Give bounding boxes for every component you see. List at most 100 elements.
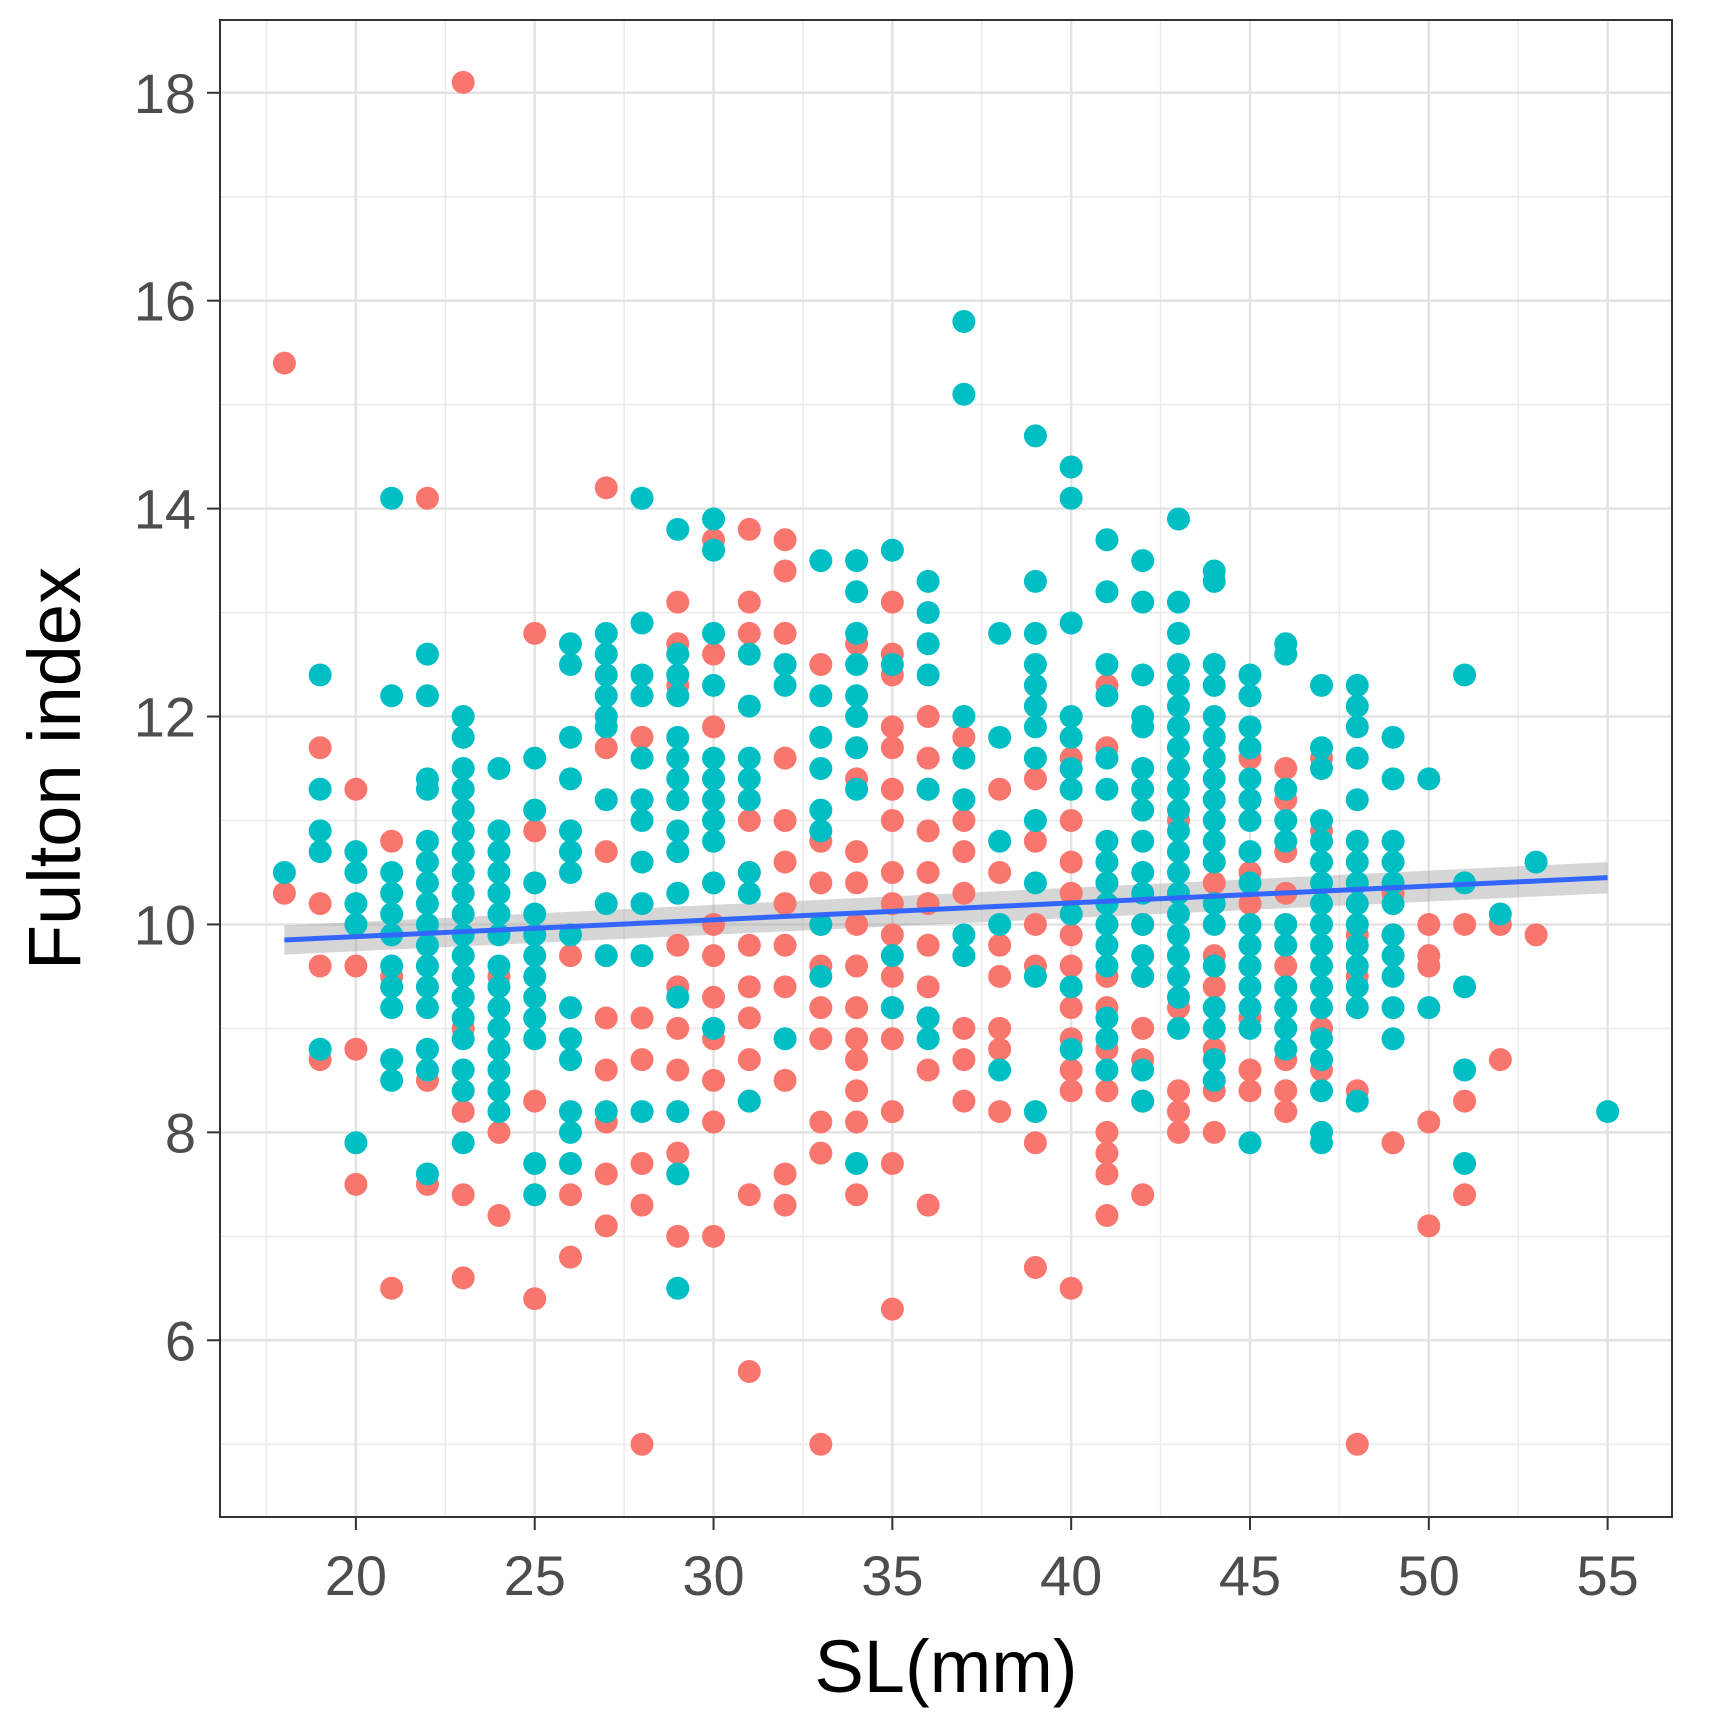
data-point-teal	[1381, 892, 1405, 916]
data-point-teal	[702, 507, 726, 531]
data-point-teal	[487, 881, 511, 905]
data-point-teal	[1310, 808, 1334, 832]
data-point-teal	[1202, 673, 1226, 697]
data-point-red	[737, 621, 761, 645]
data-point-red	[1202, 975, 1226, 999]
data-point-teal	[1202, 746, 1226, 770]
data-point-teal	[451, 1079, 475, 1103]
data-point-red	[737, 517, 761, 541]
data-point-teal	[594, 892, 618, 916]
data-point-teal	[380, 684, 404, 708]
data-point-teal	[702, 538, 726, 562]
data-point-teal	[845, 684, 869, 708]
data-point-teal	[666, 1276, 690, 1300]
data-point-teal	[451, 1131, 475, 1155]
data-point-red	[1059, 954, 1083, 978]
data-point-red	[1453, 1089, 1477, 1113]
data-point-teal	[594, 1100, 618, 1124]
data-point-red	[773, 1068, 797, 1092]
data-point-teal	[1345, 850, 1369, 874]
data-point-red	[1202, 1120, 1226, 1144]
data-point-teal	[845, 621, 869, 645]
data-point-teal	[952, 705, 976, 729]
y-tick-label: 16	[134, 270, 196, 333]
data-point-red	[845, 1183, 869, 1207]
data-point-teal	[415, 850, 439, 874]
data-point-teal	[1453, 663, 1477, 687]
y-tick-label: 14	[134, 478, 196, 541]
data-point-red	[952, 808, 976, 832]
data-point-red	[952, 881, 976, 905]
data-point-teal	[1059, 757, 1083, 780]
data-point-red	[451, 1100, 475, 1124]
data-point-teal	[1381, 944, 1405, 968]
data-point-teal	[916, 601, 940, 625]
data-point-teal	[880, 944, 904, 968]
trend-line-layer	[284, 875, 1608, 943]
data-point-red	[451, 1183, 475, 1207]
data-point-teal	[845, 580, 869, 604]
data-point-teal	[1310, 757, 1334, 780]
data-point-red	[773, 621, 797, 645]
data-point-teal	[523, 902, 547, 926]
data-point-teal	[1023, 621, 1047, 645]
data-point-red	[916, 705, 940, 729]
data-point-teal	[1131, 944, 1155, 968]
data-point-teal	[1023, 746, 1047, 770]
data-point-teal	[1166, 507, 1190, 531]
data-point-teal	[916, 663, 940, 687]
data-point-teal	[702, 1016, 726, 1040]
data-point-teal	[1166, 736, 1190, 760]
data-point-teal	[1166, 985, 1190, 1009]
data-point-red	[1095, 1204, 1119, 1228]
data-point-red	[1131, 1016, 1155, 1040]
data-point-teal	[523, 944, 547, 968]
data-point-teal	[308, 663, 332, 687]
data-point-red	[1166, 1079, 1190, 1103]
data-point-teal	[1202, 705, 1226, 729]
data-point-teal	[630, 663, 654, 687]
data-point-teal	[809, 757, 833, 780]
data-point-teal	[1166, 777, 1190, 801]
data-point-teal	[1095, 580, 1119, 604]
data-point-teal	[1023, 1100, 1047, 1124]
data-point-teal	[523, 985, 547, 1009]
data-point-teal	[415, 777, 439, 801]
data-point-red	[380, 829, 404, 853]
data-point-teal	[702, 767, 726, 791]
data-point-red	[916, 933, 940, 957]
data-point-teal	[1381, 767, 1405, 791]
data-point-teal	[1059, 1037, 1083, 1061]
data-point-teal	[1023, 808, 1047, 832]
data-point-red	[845, 912, 869, 936]
data-point-teal	[1166, 819, 1190, 843]
data-point-teal	[523, 964, 547, 988]
data-point-teal	[1274, 808, 1298, 832]
data-point-teal	[344, 840, 368, 864]
data-point-red	[523, 1089, 547, 1113]
data-point-teal	[1417, 767, 1441, 791]
y-axis-title: Fulton index	[13, 567, 96, 970]
data-point-teal	[845, 777, 869, 801]
data-point-teal	[1059, 486, 1083, 510]
x-tick-label: 50	[1398, 1544, 1460, 1607]
data-point-teal	[1131, 829, 1155, 853]
data-point-teal	[845, 1152, 869, 1176]
data-point-teal	[630, 611, 654, 635]
data-point-red	[988, 1100, 1012, 1124]
data-point-teal	[1095, 777, 1119, 801]
x-tick-label: 40	[1040, 1544, 1102, 1607]
data-point-teal	[487, 1100, 511, 1124]
data-point-red	[952, 840, 976, 864]
data-point-teal	[630, 892, 654, 916]
data-point-teal	[487, 1079, 511, 1103]
x-tick-label: 35	[861, 1544, 923, 1607]
data-point-red	[737, 1048, 761, 1072]
data-point-teal	[737, 746, 761, 770]
data-point-red	[380, 1276, 404, 1300]
data-point-teal	[487, 1037, 511, 1061]
data-point-red	[809, 1141, 833, 1165]
data-point-red	[845, 996, 869, 1020]
data-point-teal	[1166, 964, 1190, 988]
data-point-teal	[1131, 912, 1155, 936]
